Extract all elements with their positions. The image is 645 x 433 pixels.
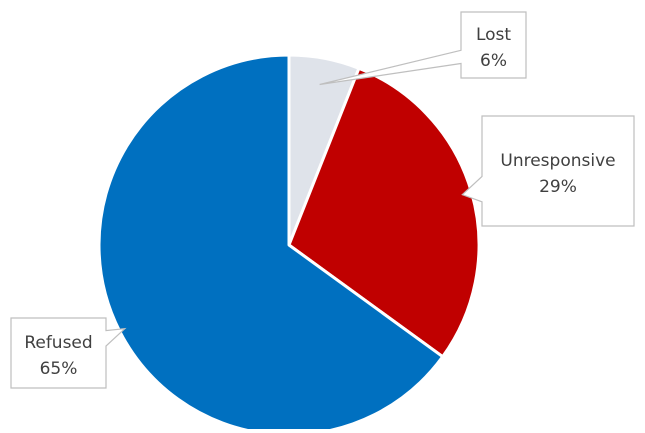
slice-label-lost: Lost bbox=[476, 25, 511, 45]
slice-value-lost: 6% bbox=[480, 51, 507, 71]
callout-box-unresponsive bbox=[462, 116, 634, 226]
callout-unresponsive: Unresponsive 29% bbox=[462, 116, 634, 226]
slice-label-refused: Refused bbox=[24, 333, 92, 353]
pie-slices bbox=[99, 55, 479, 429]
slice-label-unresponsive: Unresponsive bbox=[500, 151, 615, 171]
callout-refused: Refused 65% bbox=[11, 318, 125, 388]
slice-value-refused: 65% bbox=[40, 359, 78, 379]
slice-value-unresponsive: 29% bbox=[539, 177, 577, 197]
